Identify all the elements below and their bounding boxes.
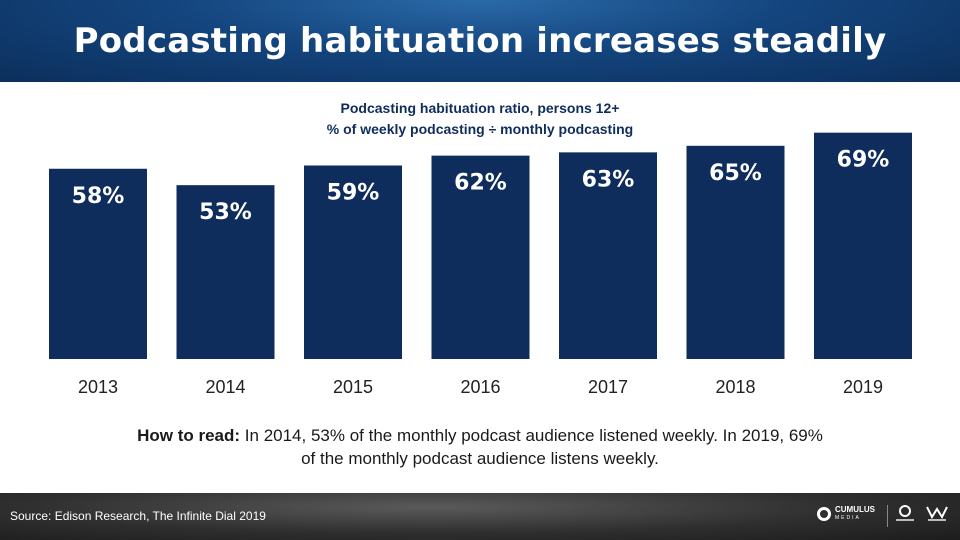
bar-chart: 58% 2013 53% 2014 59% 2015 62% 2016 63% 2017 65% 20…: [49, 132, 912, 397]
westwood-one-logo: [926, 506, 948, 521]
data-label-2015: 59%: [327, 180, 380, 205]
how-to-read-lead: How to read:: [137, 426, 241, 445]
bar-2019: [814, 132, 912, 359]
logo-sub: MEDIA: [835, 515, 861, 521]
source-note: Source: Edison Research, The Infinite Di…: [10, 509, 266, 523]
chart-title: Podcasting habituation ratio, persons 12…: [340, 100, 620, 116]
chart-subtitle: % of weekly podcasting ÷ monthly podcast…: [326, 121, 634, 137]
bar-2014: [176, 185, 275, 359]
cumulus-c-icon: [817, 507, 831, 521]
bar-2013: [49, 168, 147, 359]
x-tick-label-2013: 2013: [78, 377, 118, 397]
bar-2016: [431, 155, 530, 359]
page-title: Podcasting habituation increases steadil…: [73, 21, 887, 61]
footer: Source: Edison Research, The Infinite Di…: [0, 493, 960, 540]
logo-divider: [887, 505, 888, 527]
bar-2015: [304, 165, 402, 359]
cumulus-radio-logo: [896, 505, 914, 521]
data-label-2017: 63%: [582, 167, 635, 192]
x-tick-label-2019: 2019: [843, 377, 883, 397]
how-to-read-line2: of the monthly podcast audience listens …: [301, 449, 659, 468]
x-tick-label-2018: 2018: [715, 377, 755, 397]
title-banner: Podcasting habituation increases steadil…: [0, 0, 960, 82]
data-label-2016: 62%: [454, 171, 507, 196]
how-to-read-line1: In 2014, 53% of the monthly podcast audi…: [244, 426, 823, 445]
data-label-2018: 65%: [709, 161, 762, 186]
logo-name: CUMULUS: [835, 505, 875, 514]
x-tick-label-2015: 2015: [333, 377, 373, 397]
data-label-2013: 58%: [72, 184, 125, 209]
data-label-2019: 69%: [837, 148, 890, 173]
x-tick-label-2016: 2016: [460, 377, 500, 397]
x-tick-label-2017: 2017: [588, 377, 628, 397]
data-label-2014: 53%: [199, 200, 252, 225]
how-to-read: How to read: In 2014, 53% of the monthly…: [60, 424, 900, 470]
bar-2018: [686, 145, 785, 359]
cumulus-media-logo: CUMULUS MEDIA: [817, 506, 875, 522]
x-tick-label-2014: 2014: [205, 377, 245, 397]
bar-2017: [559, 152, 657, 359]
